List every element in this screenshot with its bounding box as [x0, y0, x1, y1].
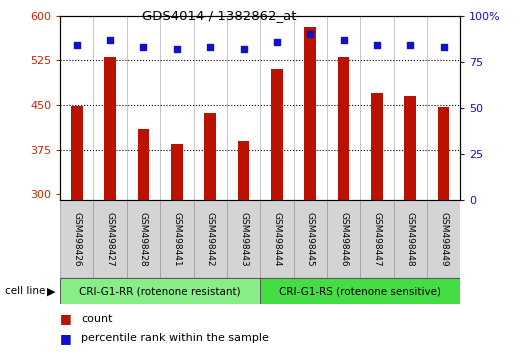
Bar [160, 200, 194, 278]
Text: GDS4014 / 1382862_at: GDS4014 / 1382862_at [142, 9, 297, 22]
Text: CRI-G1-RR (rotenone resistant): CRI-G1-RR (rotenone resistant) [79, 286, 241, 296]
Bar [338, 57, 349, 200]
Bar [260, 200, 293, 278]
Text: GSM498427: GSM498427 [106, 212, 115, 266]
Text: GSM498448: GSM498448 [406, 212, 415, 266]
Bar [404, 96, 416, 200]
Bar [227, 200, 260, 278]
Bar [138, 129, 150, 200]
Text: GSM498445: GSM498445 [306, 212, 315, 266]
Bar [304, 27, 316, 200]
Bar [204, 113, 216, 200]
Point [373, 42, 381, 48]
Bar [438, 107, 449, 200]
Bar [327, 200, 360, 278]
Bar [237, 141, 249, 200]
Text: cell line: cell line [5, 286, 46, 296]
Bar [71, 105, 83, 200]
Bar [194, 200, 227, 278]
Bar [360, 200, 393, 278]
Point [439, 44, 448, 50]
Bar [293, 200, 327, 278]
Point [339, 37, 348, 43]
Point [406, 42, 414, 48]
Text: percentile rank within the sample: percentile rank within the sample [81, 333, 269, 343]
Text: ■: ■ [60, 332, 72, 344]
Text: GSM498446: GSM498446 [339, 212, 348, 266]
Bar [271, 69, 283, 200]
Point [73, 42, 81, 48]
Text: GSM498444: GSM498444 [272, 212, 281, 266]
Point [106, 37, 115, 43]
Bar [94, 200, 127, 278]
Bar [60, 200, 94, 278]
Point [206, 44, 214, 50]
Bar [393, 200, 427, 278]
Point [306, 32, 314, 37]
Text: GSM498428: GSM498428 [139, 212, 148, 266]
Bar [260, 278, 460, 304]
Text: GSM498449: GSM498449 [439, 212, 448, 266]
Bar [104, 57, 116, 200]
Text: GSM498447: GSM498447 [372, 212, 381, 266]
Bar [171, 144, 183, 200]
Text: GSM498441: GSM498441 [173, 212, 181, 266]
Text: ▶: ▶ [47, 286, 55, 296]
Text: CRI-G1-RS (rotenone sensitive): CRI-G1-RS (rotenone sensitive) [279, 286, 441, 296]
Bar [371, 93, 383, 200]
Point [272, 39, 281, 45]
Point [240, 46, 248, 52]
Point [173, 46, 181, 52]
Text: count: count [81, 314, 112, 324]
Text: ■: ■ [60, 312, 72, 325]
Point [139, 44, 147, 50]
Text: GSM498426: GSM498426 [72, 212, 81, 266]
Bar [127, 200, 160, 278]
Text: GSM498442: GSM498442 [206, 212, 214, 266]
Text: GSM498443: GSM498443 [239, 212, 248, 266]
Bar [60, 278, 260, 304]
Bar [427, 200, 460, 278]
